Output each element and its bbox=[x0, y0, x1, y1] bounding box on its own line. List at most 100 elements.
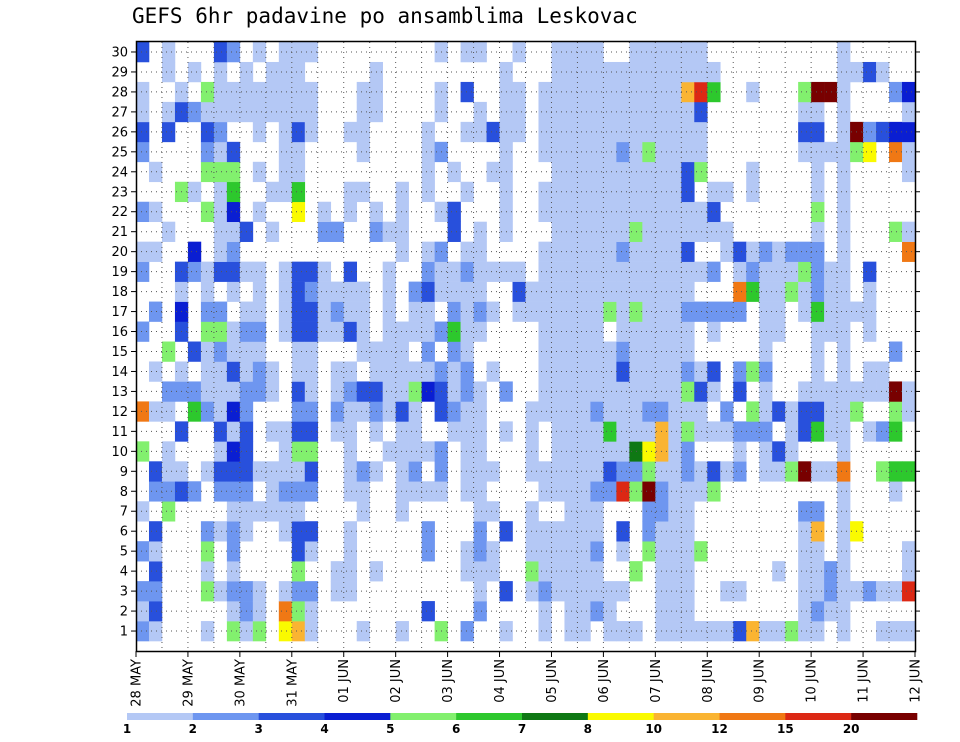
heatmap-cell bbox=[837, 121, 851, 143]
heatmap-cell bbox=[590, 301, 604, 322]
heatmap-cell bbox=[551, 201, 565, 223]
heatmap-cell bbox=[811, 561, 825, 582]
heatmap-cell bbox=[811, 321, 825, 342]
heatmap-cell bbox=[148, 541, 163, 562]
heatmap-cell bbox=[200, 381, 215, 402]
heatmap-cell bbox=[447, 161, 461, 183]
heatmap-cell bbox=[590, 541, 604, 562]
y-tick-label: 19 bbox=[111, 265, 128, 280]
heatmap-cell bbox=[577, 181, 591, 203]
heatmap-cell bbox=[681, 261, 695, 282]
heatmap-cell bbox=[681, 161, 695, 183]
heatmap-cell bbox=[681, 501, 695, 522]
x-tick-label: 11 JUN bbox=[857, 659, 872, 703]
heatmap-cell bbox=[798, 261, 812, 282]
heatmap-cell bbox=[343, 561, 358, 582]
y-tick-label: 21 bbox=[111, 225, 128, 240]
heatmap-cell bbox=[577, 401, 591, 422]
heatmap-cell bbox=[226, 361, 241, 382]
heatmap-cell bbox=[616, 381, 630, 402]
heatmap-cell bbox=[811, 101, 825, 123]
heatmap-cell bbox=[200, 141, 215, 163]
heatmap-cell bbox=[538, 401, 552, 422]
heatmap-cell bbox=[811, 301, 825, 322]
colorbar-label: 3 bbox=[254, 722, 262, 736]
heatmap-cell bbox=[759, 321, 773, 342]
heatmap-cell bbox=[642, 181, 656, 203]
heatmap-cell bbox=[616, 341, 630, 362]
heatmap-cell bbox=[200, 121, 215, 143]
heatmap-cell bbox=[382, 381, 396, 402]
heatmap-cell bbox=[577, 341, 591, 362]
heatmap-cell bbox=[161, 121, 176, 143]
heatmap-cell bbox=[824, 561, 838, 582]
heatmap-cell bbox=[668, 421, 682, 442]
heatmap-cell bbox=[759, 381, 773, 402]
heatmap-cell bbox=[512, 281, 526, 302]
heatmap-cell bbox=[863, 421, 877, 442]
y-axis: 1234567891011121314151617181920212223242… bbox=[111, 45, 920, 640]
heatmap-cell bbox=[226, 201, 241, 223]
heatmap-cell bbox=[148, 621, 163, 642]
colorbar-swatch bbox=[390, 713, 457, 720]
heatmap-cell bbox=[200, 321, 215, 342]
heatmap-cell bbox=[356, 501, 370, 522]
heatmap-cell bbox=[291, 201, 306, 223]
heatmap-cell bbox=[200, 521, 215, 542]
heatmap-cell bbox=[668, 81, 682, 103]
heatmap-cell bbox=[291, 121, 306, 143]
heatmap-cell bbox=[291, 181, 306, 203]
heatmap-cell bbox=[642, 141, 656, 163]
heatmap-cell bbox=[187, 241, 202, 262]
colorbar-swatch bbox=[522, 713, 589, 720]
heatmap-cell bbox=[837, 221, 851, 242]
heatmap-cell bbox=[681, 381, 695, 402]
heatmap-cell bbox=[577, 161, 591, 183]
heatmap-cell bbox=[226, 161, 241, 183]
heatmap-cell bbox=[811, 381, 825, 402]
heatmap-cell bbox=[889, 221, 903, 242]
heatmap-cell bbox=[603, 161, 617, 183]
heatmap-cell bbox=[330, 561, 345, 582]
heatmap-cell bbox=[278, 281, 293, 302]
heatmap-cell bbox=[200, 461, 215, 482]
heatmap-cell bbox=[733, 461, 747, 482]
heatmap-cell bbox=[759, 441, 773, 462]
x-tick-label: 05 JUN bbox=[545, 659, 560, 703]
heatmap-cell bbox=[837, 601, 851, 622]
heatmap-cell bbox=[421, 601, 435, 622]
heatmap-cell bbox=[889, 81, 903, 103]
heatmap-cell bbox=[759, 361, 773, 382]
heatmap-cell bbox=[798, 101, 812, 123]
heatmap-cell bbox=[421, 281, 435, 302]
heatmap-cell bbox=[148, 201, 163, 223]
heatmap-cell bbox=[161, 221, 176, 242]
heatmap-cell bbox=[876, 61, 890, 83]
heatmap-cell bbox=[408, 321, 422, 342]
heatmap-cell bbox=[291, 361, 306, 382]
heatmap-cell bbox=[278, 481, 293, 502]
colorbar-swatch bbox=[587, 713, 654, 720]
heatmap-cell bbox=[486, 541, 500, 562]
heatmap-cell bbox=[421, 521, 435, 542]
heatmap-cell bbox=[447, 281, 461, 302]
x-tick-label: 03 JUN bbox=[441, 659, 456, 703]
heatmap-cell bbox=[226, 601, 241, 622]
heatmap-cell bbox=[356, 101, 370, 123]
heatmap-cell bbox=[577, 61, 591, 83]
heatmap-cell bbox=[252, 341, 267, 362]
heatmap-cell bbox=[603, 221, 617, 242]
x-tick-label: 07 JUN bbox=[649, 659, 664, 703]
heatmap-cell bbox=[382, 281, 396, 302]
heatmap-cell bbox=[668, 241, 682, 262]
heatmap-cell bbox=[616, 201, 630, 223]
heatmap-cell bbox=[577, 221, 591, 242]
heatmap-cell bbox=[863, 281, 877, 302]
heatmap-cell bbox=[603, 301, 617, 322]
heatmap-cell bbox=[642, 301, 656, 322]
heatmap-cell bbox=[473, 401, 487, 422]
heatmap-cell bbox=[382, 361, 396, 382]
heatmap-cell bbox=[811, 541, 825, 562]
colorbar-label: 1 bbox=[123, 722, 131, 736]
heatmap-cell bbox=[460, 321, 474, 342]
